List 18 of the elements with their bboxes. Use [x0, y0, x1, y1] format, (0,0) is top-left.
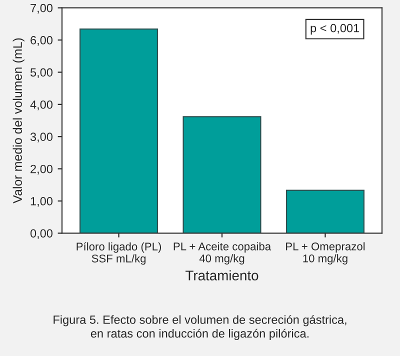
y-tick-label: 2,00: [30, 164, 53, 175]
y-axis-title: Valor medio del volumen (mL): [12, 38, 24, 204]
y-tick-label: 7,00: [30, 4, 53, 14]
annotation: p < 0,001: [310, 24, 360, 35]
x-tick-label: PL + Aceite copaiba 40 mg/kg: [174, 242, 272, 265]
y-tick-label: 0,00: [30, 229, 53, 239]
y-tick-label: 5,00: [30, 68, 53, 78]
x-tick-label: Píloro ligado (PL) SSF mL/kg: [76, 242, 162, 265]
bar: [182, 116, 262, 234]
y-tick-label: 3,00: [30, 132, 53, 142]
bar: [80, 28, 158, 234]
y-tick-label: 4,00: [30, 100, 53, 110]
x-tick-label: PL + Omeprazol 10 mg/kg: [286, 242, 365, 265]
text: Figura 5. Efecto sobre el volumen de secreción gástrica, en ratas con inducción de ligazón pilórica.: [54, 315, 346, 340]
x-axis-title: Tratamiento: [186, 270, 258, 280]
y-tick-label: 6,00: [30, 36, 53, 46]
bar: [286, 190, 364, 234]
y-tick-label: 1,00: [30, 197, 53, 207]
